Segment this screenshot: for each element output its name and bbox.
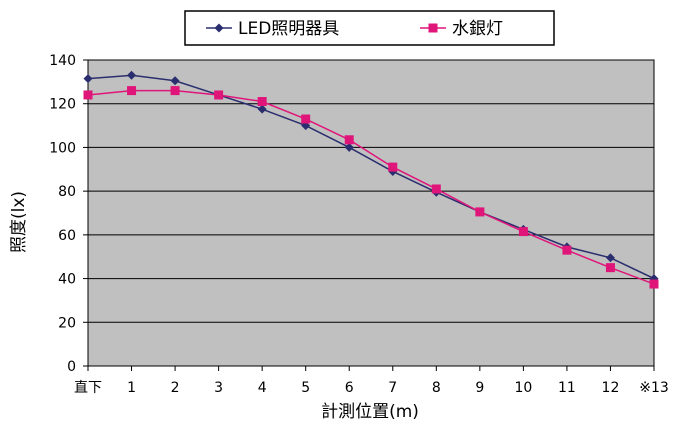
x-tick-label: 12 [602,380,620,396]
x-tick-label: 5 [301,380,310,396]
y-axis-title: 照度(lx) [9,191,29,253]
data-point [257,104,267,114]
y-tick-label: 0 [67,359,76,375]
data-point [301,114,311,124]
legend: LED照明器具 水銀灯 [184,10,555,46]
data-point [83,90,93,100]
x-tick-label: ※13 [639,380,669,396]
legend-marker [428,23,438,33]
data-point [475,207,485,217]
y-tick-label: 120 [49,97,76,113]
series-line [87,89,655,285]
x-tick-label: 4 [258,380,267,396]
x-tick-label: 1 [127,380,136,396]
data-point [257,97,267,107]
x-tick-label: 11 [558,380,576,396]
y-tick-label: 40 [58,272,76,288]
data-point [214,90,224,100]
legend-marker [214,23,224,33]
gridlines [88,103,654,323]
data-point [344,142,354,152]
data-point [649,279,659,289]
data-point [562,245,572,255]
data-point [127,70,137,80]
data-point [388,162,398,172]
x-axis-title: 計測位置(m) [321,402,419,422]
y-tick-label: 60 [58,228,76,244]
data-point [83,74,93,84]
x-tick-label: 直下 [74,379,102,396]
data-point [605,263,615,273]
series-layer [83,70,659,289]
x-tick-label: 6 [345,380,354,396]
x-tick-label: 7 [388,380,397,396]
data-point [518,227,528,237]
plot-area [87,59,655,367]
x-tick-label: 3 [214,380,223,396]
data-point [605,253,615,263]
x-tick-label: 8 [432,380,441,396]
x-tick-label: 9 [475,380,484,396]
legend-item: 水銀灯 [420,19,503,39]
x-tick-label: 2 [171,380,180,396]
legend-item: LED照明器具 [206,19,339,39]
legend-label: LED照明器具 [238,19,339,39]
legend-frame [184,10,555,46]
data-point [170,86,180,96]
x-axis-ticks: 直下 1 2 3 4 5 6 7 8 9 10 11 12 ※13 [74,366,669,396]
y-tick-label: 20 [58,315,76,331]
data-point [344,135,354,145]
y-tick-label: 100 [49,140,76,156]
data-point [431,184,441,194]
data-point [127,86,137,96]
series-2 [83,86,659,289]
series-line [87,74,655,280]
legend-label: 水銀灯 [452,19,503,39]
y-tick-label: 80 [58,184,76,200]
data-point [170,76,180,86]
y-tick-label: 140 [49,53,76,69]
y-axis-ticks: 0 20 40 60 80 100 120 140 [49,53,88,375]
x-tick-label: 10 [514,380,532,396]
